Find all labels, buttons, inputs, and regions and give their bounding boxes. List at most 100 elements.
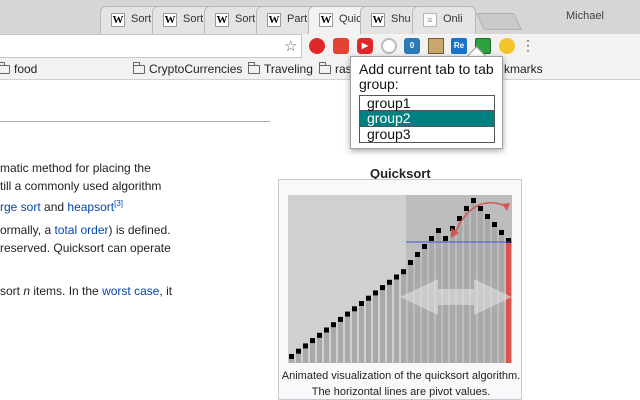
wikipedia-icon: W [371, 13, 385, 27]
article-line: ormally, a total order) is defined. [0, 220, 268, 240]
article-line: sort n items. In the worst case, it [0, 281, 268, 301]
tab-5-active[interactable]: W Quic [308, 6, 370, 34]
value-bar [464, 209, 469, 363]
article-text: ) is defined. [108, 223, 171, 237]
folder-icon [248, 62, 260, 74]
value-dot [443, 236, 448, 241]
total-order-link[interactable]: total order [54, 223, 109, 237]
folder-icon [133, 62, 145, 74]
value-bar [387, 282, 392, 363]
bookmark-food[interactable]: food [0, 62, 37, 76]
group-option-selected[interactable]: group2 [360, 111, 494, 127]
opera-icon[interactable] [309, 38, 325, 54]
swap-arrow [453, 202, 509, 236]
value-dot [303, 343, 308, 349]
heapsort-link[interactable]: heapsort [67, 200, 115, 214]
bookmark-label: Traveling [264, 62, 313, 76]
bookmark-other[interactable]: kmarks [504, 62, 543, 76]
value-bar [408, 263, 413, 363]
arrow-overlay-left [400, 279, 474, 315]
value-dot [289, 354, 294, 359]
video-icon[interactable]: ▶ [357, 38, 373, 54]
value-bar [324, 330, 329, 363]
group-option[interactable]: group1 [360, 95, 494, 112]
tab-6[interactable]: W Shu [360, 6, 422, 34]
value-dot [408, 260, 413, 265]
article-line: reserved. Quicksort can operate [0, 241, 171, 255]
tab-strip: W Sort W Sort W Sort W Part W Quic W Shu… [0, 0, 640, 34]
value-bar [506, 241, 511, 363]
tab-7[interactable]: ≡ Onli [412, 6, 476, 34]
value-dot [450, 226, 455, 231]
star-icon[interactable]: ☆ [284, 38, 298, 55]
tab-title: Sort [183, 13, 204, 25]
merge-sort-link[interactable]: rge sort [0, 200, 41, 214]
group-option[interactable]: group3 [367, 125, 411, 142]
re-icon[interactable]: Re [451, 38, 467, 54]
article-text: items. In the [30, 284, 103, 298]
quicksort-animation [288, 195, 512, 363]
bookmark-cryptocurrencies[interactable]: CryptoCurrencies [133, 62, 242, 76]
swap-arrow-head [451, 228, 459, 238]
value-dot [310, 338, 315, 344]
value-dot [478, 206, 483, 211]
tab-3[interactable]: W Sort [204, 6, 266, 34]
address-bar[interactable]: ☆ [0, 34, 302, 58]
circle-icon[interactable] [381, 38, 397, 54]
value-dot [457, 216, 462, 221]
value-bar [331, 325, 336, 363]
tab-title: Quic [339, 13, 362, 25]
value-bar [415, 255, 420, 363]
tab-group-popup: Add current tab to tab group: group1 gro… [350, 56, 503, 149]
value-dot [415, 252, 420, 257]
value-bar [303, 346, 308, 363]
value-bar [359, 304, 364, 363]
value-dot [331, 322, 336, 328]
worst-case-link[interactable]: worst case [102, 284, 160, 298]
folder-icon [0, 62, 10, 74]
tab-title: Part [287, 13, 308, 25]
tab-1[interactable]: W Sort [100, 6, 162, 34]
badge-icon[interactable]: 0 [404, 38, 420, 54]
arrow-overlay-right [474, 279, 512, 315]
article-line: rge sort and heapsort[3] [0, 194, 268, 217]
value-bar [373, 293, 378, 363]
swap-arrow-head [502, 203, 510, 211]
duck-icon[interactable] [499, 38, 515, 54]
todoist-icon[interactable] [333, 38, 349, 54]
value-dot [499, 230, 504, 235]
bookmarks-bar: food CryptoCurrencies Traveling ras kmar… [0, 58, 640, 80]
menu-icon[interactable]: ⋮ [521, 37, 535, 53]
value-dot [485, 214, 490, 219]
profile-name[interactable]: Michael [566, 10, 604, 22]
bookmark-label: kmarks [504, 62, 543, 76]
figure-caption: The horizontal lines are pivot values. [311, 386, 491, 398]
article-text: , it [159, 284, 173, 298]
portrait-icon[interactable] [428, 38, 444, 54]
group-list[interactable]: group1 group2 group3 [359, 95, 495, 143]
bookmark-label: food [14, 62, 38, 76]
value-bar [296, 351, 301, 363]
citation-link[interactable]: [3] [114, 199, 123, 208]
article-text: ormally, a [0, 223, 55, 237]
bookmark-traveling[interactable]: Traveling [248, 62, 313, 76]
new-tab-button[interactable] [476, 13, 522, 30]
value-bar [394, 277, 399, 363]
wikipedia-icon: W [163, 13, 177, 27]
page-content: matic method for placing the till a comm… [0, 80, 640, 400]
value-bar [345, 314, 350, 363]
value-dot [394, 274, 399, 280]
tab-title: Shu [391, 13, 411, 25]
value-dot [471, 198, 476, 203]
tab-title: Onli [443, 13, 463, 25]
value-dot [464, 206, 469, 211]
value-dot [401, 269, 406, 275]
value-dot [429, 236, 434, 241]
bookmark-ras[interactable]: ras [319, 62, 352, 76]
article-line: till a commonly used algorithm [0, 179, 162, 193]
bookmark-label: CryptoCurrencies [149, 62, 243, 76]
wikipedia-icon: W [111, 13, 125, 27]
wikipedia-icon: W [215, 13, 229, 27]
value-dot [422, 244, 427, 249]
